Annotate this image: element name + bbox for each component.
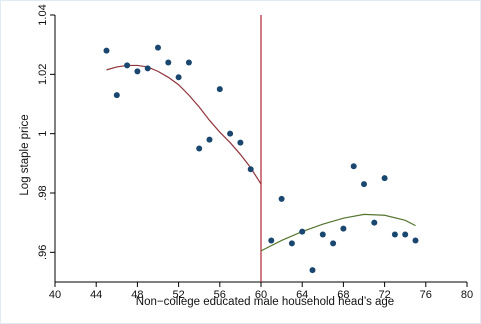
x-tick-label: 76 [420,289,432,301]
data-point [155,44,161,51]
data-point [216,86,223,93]
data-point [371,219,378,226]
x-tick-label: 56 [214,289,226,301]
data-point [299,228,306,235]
data-point [402,231,409,238]
data-point [165,59,172,66]
data-point [103,47,110,54]
data-point [340,225,347,232]
x-tick-label: 44 [90,289,102,301]
y-tick-label: .98 [37,185,49,200]
data-point [381,175,388,182]
x-tick-label: 60 [255,289,267,301]
data-point [227,130,234,137]
data-point [124,62,131,69]
x-tick-label: 48 [131,289,143,301]
data-point [412,237,419,244]
fit-curve-right [260,213,416,252]
data-point [113,92,120,99]
data-point [247,166,254,173]
data-point [134,68,141,75]
data-point [391,231,398,238]
data-point [144,65,151,72]
data-point [196,145,203,152]
data-point [288,240,295,247]
fit-curve-left [106,64,262,185]
data-point [237,139,244,146]
x-tick-label: 52 [172,289,184,301]
y-tick-label: .96 [37,245,49,260]
x-tick-label: 80 [461,289,473,301]
x-tick-label: 64 [296,289,308,301]
data-point [185,59,192,66]
data-point [330,240,337,247]
data-point [350,163,357,170]
y-tick-label: 1 [37,131,49,137]
data-point [175,74,182,81]
y-tick-label: 1.02 [37,64,49,85]
y-axis-title: Log staple price [19,114,31,195]
y-tick-label: 1.04 [37,4,49,25]
data-point [361,181,367,188]
x-tick-label: 68 [337,289,349,301]
data-point [206,136,213,143]
x-tick-label: 72 [378,289,390,301]
data-point [268,237,275,244]
data-point [309,267,316,274]
x-tick-label: 40 [49,289,61,301]
data-point [278,195,285,202]
plot-area: 40 44 48 52 56 60 64 68 72 76 80 .96 .98 1 1.02 1.04 [37,4,473,301]
data-point [319,231,326,238]
x-axis-title: Non−college educated male household head… [136,296,394,308]
